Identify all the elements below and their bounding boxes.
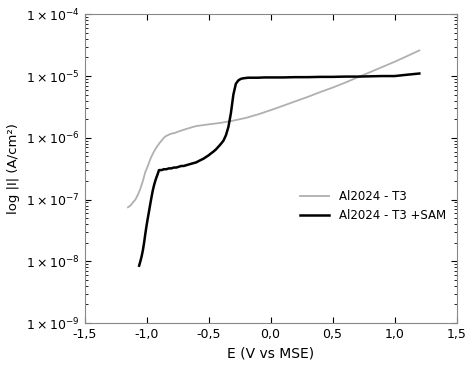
Line: Al2024 - T3: Al2024 - T3 [128,50,419,207]
Al2024 - T3 [280,103,286,108]
Legend: Al2024 - T3, Al2024 - T3 +SAM: Al2024 - T3, Al2024 - T3 +SAM [295,185,451,226]
Al2024 - T3 [243,116,248,120]
Al2024 - T3 [150,152,155,156]
Al2024 - T3 [218,121,224,125]
Al2024 - T3 [170,131,175,135]
Al2024 - T3 [167,132,173,136]
Al2024 - T3 [317,90,323,94]
X-axis label: E (V vs MSE): E (V vs MSE) [227,347,314,361]
Al2024 - T3 +SAM [143,231,148,236]
Al2024 - T3 [133,197,138,202]
Al2024 - T3 [330,85,336,90]
Al2024 - T3 [305,95,310,99]
Al2024 - T3 [268,108,273,112]
Al2024 - T3 [175,130,181,134]
Al2024 - T3 [130,200,136,205]
Al2024 - T3 [200,123,205,127]
Al2024 - T3 [355,75,360,79]
Al2024 - T3 [157,140,163,144]
Al2024 - T3 [193,124,199,128]
Al2024 - T3 [404,54,410,59]
Line: Al2024 - T3 +SAM: Al2024 - T3 +SAM [139,74,419,266]
Al2024 - T3 +SAM [417,71,422,76]
Al2024 - T3 [155,143,161,148]
Al2024 - T3 [137,187,143,191]
Al2024 - T3 +SAM [173,165,179,170]
Al2024 - T3 [128,204,133,208]
Al2024 - T3 [230,118,236,123]
Al2024 - T3 [392,60,397,64]
Al2024 - T3 [212,121,218,126]
Al2024 - T3 [342,81,348,85]
Al2024 - T3 [145,164,151,168]
Al2024 - T3 [379,65,385,69]
Al2024 - T3 [153,147,158,152]
Al2024 - T3 +SAM [147,202,153,206]
Al2024 - T3 [140,179,146,183]
Al2024 - T3 [147,157,153,162]
Al2024 - T3 [255,112,261,117]
Al2024 - T3 [417,48,422,53]
Al2024 - T3 [206,122,211,127]
Al2024 - T3 [172,131,178,135]
Al2024 - T3 [160,137,165,141]
Al2024 - T3 +SAM [137,263,142,268]
Al2024 - T3 [143,170,148,174]
Al2024 - T3 [162,134,168,139]
Al2024 - T3 [181,128,187,132]
Al2024 - T3 [125,205,131,209]
Al2024 - T3 +SAM [171,165,177,170]
Al2024 - T3 +SAM [153,179,158,183]
Y-axis label: log |I| (A/cm²): log |I| (A/cm²) [8,123,20,214]
Al2024 - T3 [165,133,171,138]
Al2024 - T3 [292,99,298,103]
Al2024 - T3 [135,192,141,197]
Al2024 - T3 [367,70,373,74]
Al2024 - T3 +SAM [213,147,219,152]
Al2024 - T3 [187,125,193,130]
